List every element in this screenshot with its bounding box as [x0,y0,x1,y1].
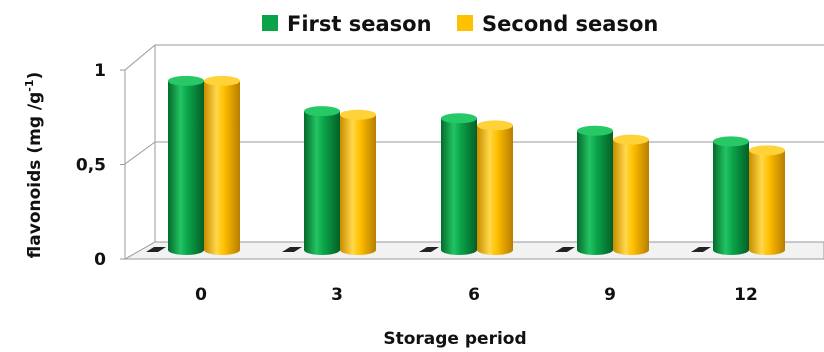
y-tick-1: 1 [94,61,106,81]
x-tick-9: 9 [604,285,616,305]
y-axis-title-end: ) [25,72,45,80]
bar-first-season-6 [441,113,477,255]
bars [146,75,785,256]
legend-swatch-first-season [262,15,278,31]
floor-shadow-3 [282,247,302,252]
bar-second-season-6 [477,120,513,256]
x-tick-0: 0 [195,285,207,305]
x-tick-labels: 0 3 6 9 12 [195,285,758,305]
floor-shadow-9 [555,247,575,252]
y-axis-title-sup: -1 [23,79,36,91]
floor-shadow-12 [691,247,711,252]
y-tick-0: 0 [94,250,106,270]
bar-first-season-3 [304,106,340,255]
legend-swatch-second-season [457,15,473,31]
x-tick-12: 12 [734,285,758,305]
legend: First season Second season [262,12,658,36]
x-tick-3: 3 [331,285,343,305]
legend-label-first-season: First season [287,12,432,36]
legend-label-second-season: Second season [482,12,658,36]
bar-second-season-9 [613,134,649,255]
y-tick-0,5: 0,5 [76,156,106,176]
bar-second-season-0 [204,75,240,256]
bar-second-season-3 [340,109,376,255]
gridline-mid [124,141,156,165]
x-axis-title: Storage period [383,329,526,349]
gridline-top [124,44,156,71]
y-axis-title: flavonoids (mg /g-1) [23,72,45,259]
bar-first-season-9 [577,125,613,255]
y-tick-labels: 00,51 [76,61,125,270]
floor-shadow-6 [419,247,439,252]
bar-first-season-0 [168,75,204,256]
x-tick-6: 6 [468,285,480,305]
bar-first-season-12 [713,136,749,255]
y-axis-title-main: flavonoids (mg /g [25,92,45,259]
floor-shadow-0 [146,247,166,252]
bar-second-season-12 [749,145,785,255]
